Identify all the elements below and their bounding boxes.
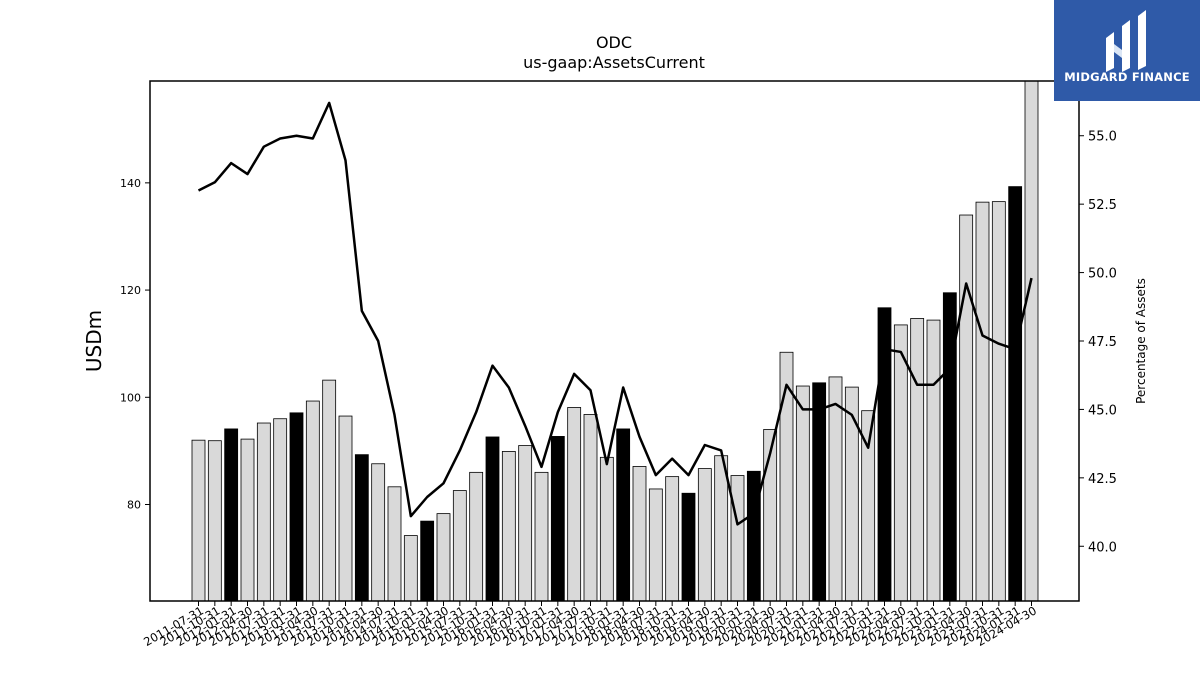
bar (550, 436, 565, 602)
y2-tick-label: 42.5 (1088, 472, 1117, 487)
bar (240, 438, 255, 602)
bar (207, 440, 222, 602)
logo: MIDGARD FINANCE (1054, 0, 1200, 101)
logo-text: MIDGARD FINANCE (1064, 70, 1190, 84)
bar (632, 466, 647, 602)
y-axis: 80 100 120 140 (120, 177, 150, 512)
bar (959, 214, 974, 602)
bar (795, 385, 810, 602)
chart-title: ODC (596, 33, 632, 52)
bar (599, 456, 614, 602)
bar (452, 490, 467, 602)
y-tick-label: 80 (127, 499, 141, 512)
bar (518, 445, 533, 602)
bar (403, 535, 418, 602)
bar (665, 476, 680, 602)
bar (1024, 80, 1039, 602)
bar (256, 422, 271, 602)
y2-tick-label: 55.0 (1088, 130, 1117, 145)
line-group (197, 101, 1033, 526)
bar (469, 471, 484, 602)
percentage-line (197, 101, 1033, 526)
bar (224, 428, 239, 602)
bar (1008, 186, 1023, 602)
bar (322, 379, 337, 602)
y2-axis-label: Percentage of Assets (1134, 278, 1148, 404)
bar (697, 468, 712, 602)
bar (420, 520, 435, 602)
bar (681, 492, 696, 602)
bar (583, 414, 598, 602)
bar (387, 486, 402, 602)
bar (828, 376, 843, 602)
bar (746, 470, 761, 602)
bar (191, 439, 206, 602)
bar (485, 436, 500, 602)
bar (616, 428, 631, 602)
logo-mark-icon (1106, 10, 1146, 72)
bar (354, 454, 369, 602)
y-tick-label: 140 (120, 177, 141, 190)
bar (926, 319, 941, 602)
bar (501, 451, 516, 602)
y2-tick-label: 45.0 (1088, 403, 1117, 418)
y-tick-label: 100 (120, 391, 141, 404)
bar (273, 418, 288, 602)
y2-axis: 40.0 42.5 45.0 47.5 50.0 52.5 55.0 (1079, 130, 1117, 555)
bar (893, 324, 908, 602)
bar (534, 471, 549, 602)
bar (289, 412, 304, 602)
y-tick-label: 120 (120, 284, 141, 297)
y2-tick-label: 40.0 (1088, 540, 1117, 555)
x-axis: 2011-07-312011-10-312012-01-312012-04-30… (141, 601, 1039, 649)
bar (714, 455, 729, 602)
bars-group (191, 80, 1039, 602)
y-axis-label: USDm (82, 310, 106, 372)
bar (730, 475, 745, 602)
bar (436, 513, 451, 602)
y2-tick-label: 47.5 (1088, 335, 1117, 350)
bar (910, 318, 925, 602)
y2-tick-label: 52.5 (1088, 198, 1117, 213)
bar (991, 201, 1006, 602)
bar (975, 201, 990, 602)
bar (305, 400, 320, 602)
bar (844, 386, 859, 602)
bar (567, 407, 582, 602)
chart-subtitle: us-gaap:AssetsCurrent (523, 53, 705, 72)
bar (338, 415, 353, 602)
bar (812, 382, 827, 602)
bar (371, 463, 386, 602)
bar (648, 488, 663, 602)
y2-tick-label: 50.0 (1088, 267, 1117, 282)
